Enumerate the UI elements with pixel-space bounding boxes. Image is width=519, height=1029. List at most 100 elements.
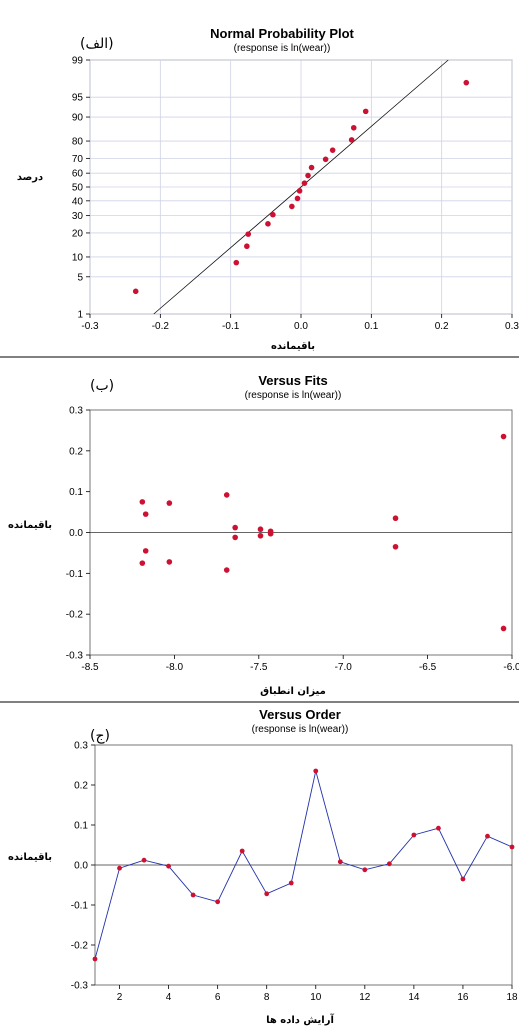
x-tick-label: -0.3 [81, 321, 99, 332]
y-tick-label: 90 [72, 113, 84, 124]
y-tick-label: 99 [72, 56, 84, 67]
data-point [337, 859, 343, 865]
data-point [296, 188, 303, 194]
x-tick-label: 12 [359, 992, 371, 1003]
y-tick-label: 0.0 [74, 861, 88, 872]
y-tick-label: 5 [77, 272, 83, 283]
y-tick-label: 0.2 [69, 446, 83, 457]
x-tick-label: -7.0 [335, 662, 353, 673]
data-point [265, 221, 271, 227]
x-tick-label: 4 [166, 992, 172, 1003]
data-point [257, 532, 264, 539]
y-tick-label: -0.1 [66, 569, 84, 580]
versus-order-panel: (ج) Versus Order (response is ln(wear)) … [8, 707, 518, 1026]
panel-label: (ج) [90, 728, 110, 744]
y-tick-label: 0.2 [74, 781, 88, 792]
y-tick-label: 1 [77, 310, 83, 321]
data-point [223, 492, 230, 498]
y-tick-label: -0.3 [66, 651, 84, 662]
data-point [166, 863, 171, 869]
x-tick-label: 14 [408, 992, 420, 1003]
x-axis-label: میزان انطباق [260, 686, 326, 697]
data-point [232, 524, 238, 531]
data-point [264, 891, 270, 897]
data-point [308, 164, 315, 171]
chart-subtitle: (response is ln(wear)) [252, 724, 349, 735]
y-axis-label: درصد [17, 172, 43, 183]
data-point [223, 567, 230, 573]
x-tick-label: 18 [506, 992, 518, 1003]
data-point [411, 832, 417, 838]
y-tick-label: 30 [72, 211, 84, 222]
series-line [94, 770, 513, 960]
y-tick-label: 70 [72, 154, 84, 165]
normal-probability-panel: (الف) Normal Probability Plot (response … [17, 26, 519, 352]
versus-fits-panel: (ب) Versus Fits (response is ln(wear)) ب… [8, 373, 519, 697]
data-point [215, 899, 221, 905]
y-tick-label: 60 [72, 169, 84, 180]
x-tick-label: 0.2 [435, 321, 449, 332]
data-point [289, 203, 295, 210]
data-point [500, 433, 507, 440]
data-point [294, 195, 301, 202]
y-tick-label: 40 [72, 196, 84, 207]
data-point [392, 543, 399, 550]
chart-subtitle: (response is ln(wear)) [245, 390, 342, 401]
data-point [190, 892, 196, 898]
y-tick-label: 10 [72, 252, 84, 263]
chart-title: Versus Fits [258, 373, 327, 388]
x-tick-label: -6.0 [503, 662, 519, 673]
data-point [142, 548, 149, 554]
data-point [463, 79, 470, 86]
data-point [460, 876, 466, 882]
data-point [239, 848, 245, 854]
x-tick-label: -8.5 [81, 662, 99, 673]
panel-label: (ب) [90, 378, 114, 394]
data-point [362, 108, 369, 115]
y-tick-label: -0.2 [71, 941, 89, 952]
data-point [270, 211, 276, 218]
data-point [301, 180, 308, 186]
y-tick-label: -0.3 [71, 981, 89, 992]
x-tick-label: -8.0 [166, 662, 184, 673]
x-tick-label: -7.5 [250, 662, 268, 673]
y-tick-label: 95 [72, 93, 84, 104]
data-point [267, 530, 274, 537]
data-point [139, 499, 146, 505]
y-tick-label: 50 [72, 183, 84, 194]
y-tick-label: 0.3 [69, 406, 83, 417]
data-point [305, 172, 311, 179]
x-tick-label: 16 [457, 992, 469, 1003]
data-point [142, 511, 149, 517]
y-tick-label: 80 [72, 137, 84, 148]
x-tick-label: 0.3 [505, 321, 519, 332]
data-point [166, 500, 173, 506]
data-point [329, 147, 336, 153]
chart-title: Versus Order [259, 707, 341, 722]
data-point [509, 844, 515, 850]
data-point [244, 243, 250, 250]
data-point [139, 560, 146, 566]
x-tick-label: 8 [264, 992, 270, 1003]
data-point [92, 956, 98, 962]
data-point [166, 559, 173, 565]
data-point [117, 865, 122, 871]
data-point [392, 515, 399, 522]
x-tick-label: 10 [310, 992, 322, 1003]
y-axis-label: باقیمانده [8, 852, 52, 863]
chart-title: Normal Probability Plot [210, 26, 354, 41]
x-tick-label: 6 [215, 992, 221, 1003]
y-tick-label: 0.1 [69, 487, 83, 498]
data-point [485, 833, 490, 839]
chart-subtitle: (response is ln(wear)) [234, 43, 331, 54]
x-tick-label: -0.2 [152, 321, 170, 332]
fit-line [153, 59, 449, 315]
data-point [350, 124, 357, 131]
data-point [141, 857, 147, 863]
panel-label: (الف) [80, 36, 114, 52]
y-tick-label: 0.3 [74, 741, 88, 752]
y-tick-label: 0.1 [74, 821, 88, 832]
data-point [348, 137, 355, 143]
y-tick-label: -0.2 [66, 610, 84, 621]
data-point [257, 526, 264, 533]
